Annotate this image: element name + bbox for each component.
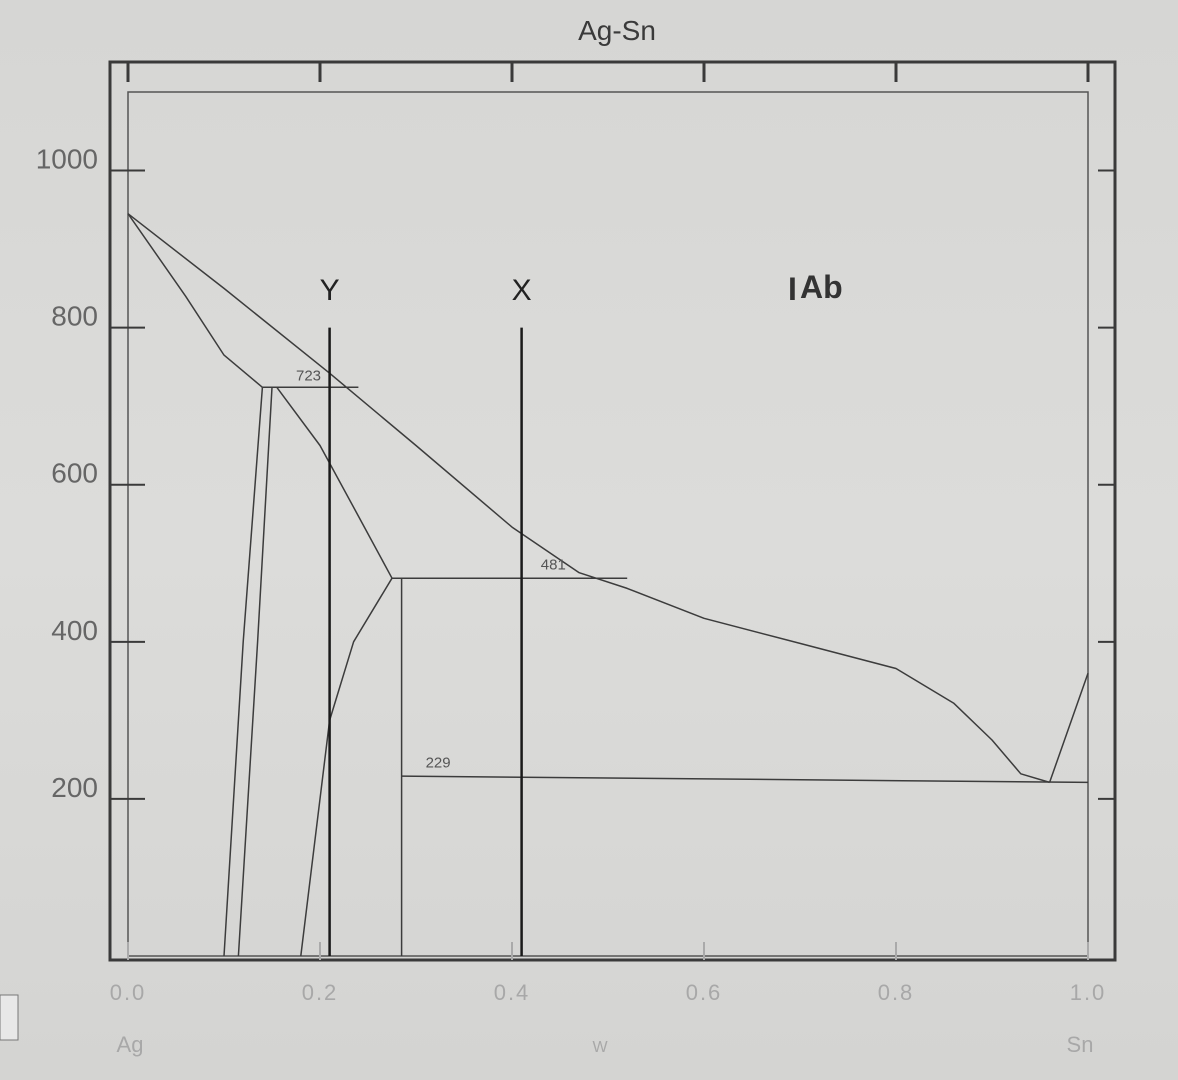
y-tick-label-200: 200	[51, 772, 98, 803]
series-zeta-lower	[300, 577, 393, 957]
series-alpha-solvus-a	[223, 387, 264, 957]
x-axis-label: W	[592, 1039, 608, 1056]
y-tick-label-800: 800	[51, 301, 98, 332]
x-tick-label-0.8: 0.8	[878, 980, 915, 1005]
x-end-label-right: Sn	[1067, 1032, 1094, 1057]
annotation-481: 481	[541, 557, 566, 574]
plot-frame	[127, 91, 1089, 957]
x-tick-label-0.6: 0.6	[686, 980, 723, 1005]
series-alpha-solidus	[127, 213, 263, 388]
outer-frame	[108, 60, 1117, 962]
series-zeta-upper	[276, 386, 393, 579]
y-tick-label-400: 400	[51, 615, 98, 646]
x-end-label-left: Ag	[117, 1032, 144, 1057]
series-eutectic-229	[401, 775, 1089, 784]
series-sn-liquidus	[1048, 672, 1089, 783]
x-tick-label-0.4: 0.4	[494, 980, 531, 1005]
y-tick-label-1000: 1000	[36, 144, 98, 175]
window-edge-icon	[0, 994, 19, 1041]
chart-title: Ag-Sn	[578, 15, 656, 46]
annotation-X: X	[512, 274, 532, 307]
series-liquidus	[127, 213, 1050, 784]
x-tick-label-0.2: 0.2	[302, 980, 339, 1005]
annotation-229: 229	[426, 754, 451, 771]
annotation-Y: Y	[320, 274, 340, 307]
y-tick-label-600: 600	[51, 458, 98, 489]
annotation-723: 723	[296, 367, 321, 384]
legend-cursor-icon: I	[788, 271, 797, 307]
legend-text: Ab	[800, 269, 843, 305]
x-tick-label-0.0: 0.0	[110, 980, 147, 1005]
series-alpha-solvus-b	[237, 387, 273, 957]
x-tick-label-1.0: 1.0	[1070, 980, 1107, 1005]
